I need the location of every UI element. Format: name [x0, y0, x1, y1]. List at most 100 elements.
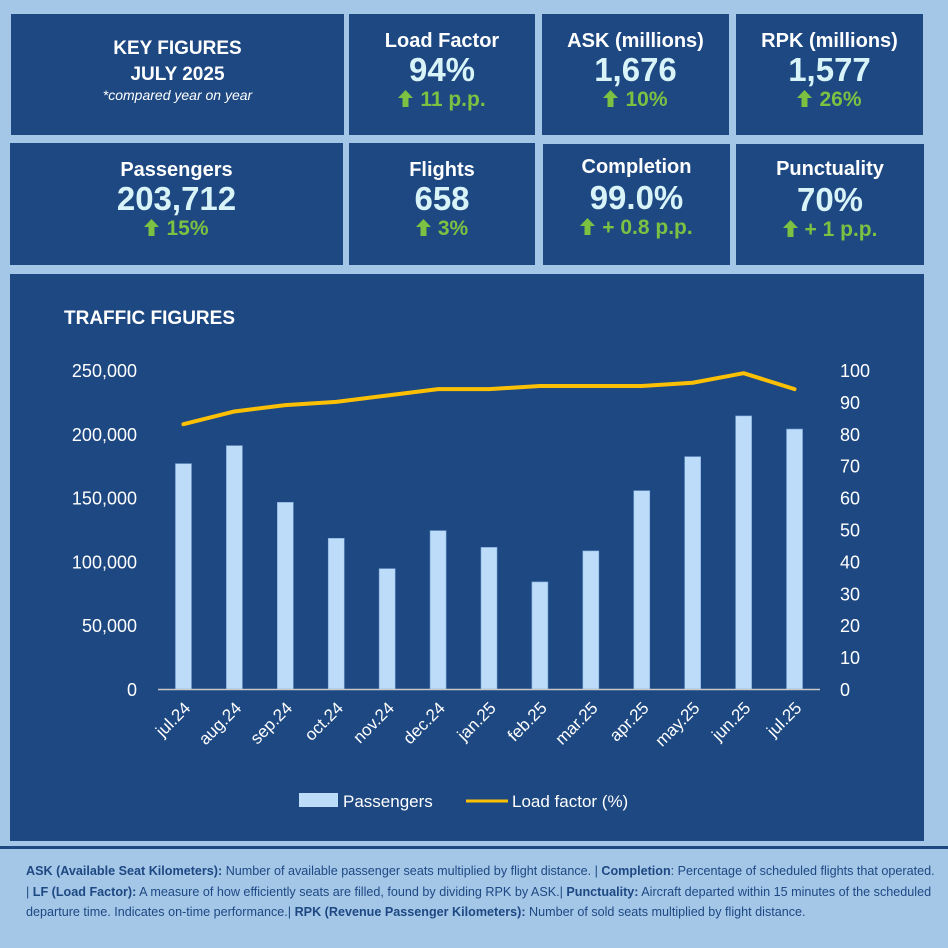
kpi-card-rpk: RPK (millions) 1,577 26%: [736, 14, 923, 135]
x-tick-label: dec.24: [399, 698, 449, 748]
y-right-tick-label: 60: [840, 489, 860, 509]
arrow-up-icon: [603, 89, 619, 113]
kpi-delta-text: 10%: [625, 87, 668, 111]
kpi-label: RPK (millions): [761, 30, 898, 52]
bar-passengers-may.25: [684, 456, 701, 690]
kpi-card-flights: Flights 658 3%: [349, 143, 535, 265]
bar-passengers-oct.24: [327, 538, 345, 690]
kpi-card-ask: ASK (millions) 1,676 10%: [542, 14, 729, 135]
kpi-delta: 11 p.p.: [349, 88, 535, 113]
y-right-tick-label: 30: [840, 584, 860, 604]
bar-passengers-jun.25: [735, 415, 752, 690]
kpi-label: Load Factor: [384, 30, 500, 52]
key-figures-title: KEY FIGURES: [113, 38, 242, 59]
kpi-value: 1,676: [594, 51, 677, 88]
glossary-term: RPK (Revenue Passenger Kilometers):: [294, 905, 526, 919]
y-left-tick-label: 250,000: [72, 361, 137, 381]
kpi-value: 658: [414, 180, 470, 217]
kpi-card-passengers: Passengers 203,712 15%: [10, 143, 343, 265]
glossary-definition: Number of available passenger seats mult…: [222, 864, 602, 878]
y-left-tick-label: 100,000: [72, 552, 137, 572]
kpi-card-load-factor: Load Factor 94% 11 p.p.: [349, 14, 535, 135]
bar-passengers-apr.25: [633, 490, 651, 690]
chart-legend: Passengers Load factor (%): [299, 792, 628, 811]
y-right-tick-label: 40: [840, 552, 860, 572]
kpi-delta: 15%: [10, 217, 343, 242]
bar-series-passengers: [175, 415, 803, 690]
kpi-value: 1,577: [788, 51, 871, 88]
x-tick-label: mar.25: [551, 698, 601, 748]
y-right-tick-label: 70: [840, 457, 860, 477]
kpi-label: Passengers: [120, 159, 233, 181]
kpi-delta: + 1 p.p.: [736, 218, 924, 243]
glossary-definition: A measure of how efficiently seats are f…: [136, 884, 567, 899]
y-left-tick-label: 50,000: [82, 616, 137, 636]
kpi-label: Completion: [581, 156, 692, 178]
kpi-delta: + 0.8 p.p.: [543, 216, 730, 241]
y-right-tick-label: 0: [840, 680, 850, 700]
x-tick-label: jan.25: [453, 698, 500, 745]
glossary-term: ASK (Available Seat Kilometers):: [26, 864, 223, 878]
kpi-delta: 3%: [349, 217, 535, 242]
kpi-card-completion: Completion 99.0% + 0.8 p.p.: [543, 144, 730, 265]
bar-passengers-mar.25: [582, 550, 600, 690]
kpi-label: Punctuality: [776, 158, 884, 180]
y-left-tick-label: 0: [127, 680, 137, 700]
arrow-up-icon: [144, 218, 160, 242]
kpi-value: 94%: [408, 51, 476, 88]
glossary-footer: ASK (Available Seat Kilometers): Number …: [0, 846, 948, 948]
bar-passengers-sep.24: [277, 502, 294, 690]
key-figures-period: JULY 2025: [130, 63, 225, 85]
arrow-up-icon: [415, 218, 431, 242]
y-left-tick-label: 150,000: [72, 489, 137, 509]
y-axis-right: 0 10 20 30 40 50 60 70 80 90 100: [840, 361, 870, 700]
key-figures-note: *compared year on year: [102, 87, 253, 104]
x-tick-label: may.25: [652, 698, 704, 750]
kpi-delta-text: 3%: [437, 216, 469, 240]
glossary-term: Completion: [601, 864, 671, 878]
kpi-label: Flights: [409, 159, 475, 181]
kpi-value: 70%: [796, 181, 864, 218]
x-axis-labels: jul.24 aug.24 sep.24 oct.24 nov.24 dec.24 jan.…: [151, 698, 805, 750]
kpi-value: 99.0%: [589, 179, 684, 216]
glossary-definition: Number of sold seats multiplied by fligh…: [525, 905, 806, 919]
y-right-tick-label: 10: [840, 648, 860, 668]
kpi-delta-text: + 1 p.p.: [804, 217, 878, 241]
x-tick-label: nov.24: [349, 698, 398, 747]
bar-passengers-dec.24: [429, 530, 447, 690]
glossary-text: ASK (Available Seat Kilometers): Number …: [26, 861, 936, 923]
y-right-tick-label: 20: [840, 616, 860, 636]
y-right-tick-label: 80: [840, 425, 860, 445]
legend-swatch-passengers: [299, 793, 338, 807]
bar-passengers-nov.24: [378, 568, 396, 690]
arrow-up-icon: [580, 217, 596, 241]
kpi-delta-text: 11 p.p.: [420, 87, 486, 111]
kpi-delta-text: 26%: [819, 87, 862, 111]
arrow-up-icon: [797, 89, 813, 113]
x-tick-label: apr.25: [606, 698, 653, 745]
legend-label-passengers: Passengers: [343, 792, 433, 811]
glossary-definition: Aircraft departed within 15 minutes of t…: [26, 884, 932, 920]
x-tick-label: jul.24: [151, 698, 194, 741]
kpi-delta-text: 15%: [166, 216, 209, 240]
bar-passengers-feb.25: [531, 581, 549, 690]
x-tick-label: feb.25: [504, 698, 551, 745]
x-tick-label: jul.25: [762, 698, 805, 741]
x-tick-label: oct.24: [301, 698, 347, 744]
y-right-tick-label: 90: [840, 393, 860, 413]
bar-passengers-jul.24: [175, 463, 192, 690]
arrow-up-icon: [398, 89, 414, 113]
y-axis-left: 0 50,000 100,000 150,000 200,000 250,000: [72, 361, 137, 700]
key-figures-card: KEY FIGURES JULY 2025 *compared year on …: [11, 14, 344, 135]
chart-title: TRAFFIC FIGURES: [64, 308, 235, 329]
glossary-term: Punctuality:: [566, 884, 639, 899]
line-series-load-factor: [181, 371, 797, 427]
glossary-definition: : Percentage of scheduled flights that o…: [26, 864, 935, 899]
legend-label-load-factor: Load factor (%): [512, 792, 628, 811]
kpi-label: ASK (millions): [567, 30, 704, 52]
arrow-up-icon: [782, 219, 798, 243]
kpi-delta-text: + 0.8 p.p.: [602, 215, 693, 239]
kpi-value: 203,712: [116, 180, 237, 217]
traffic-chart-panel: TRAFFIC FIGURES 0 50,000 100,000 150,000 20 0…: [10, 274, 924, 841]
bar-passengers-jan.25: [480, 547, 498, 690]
